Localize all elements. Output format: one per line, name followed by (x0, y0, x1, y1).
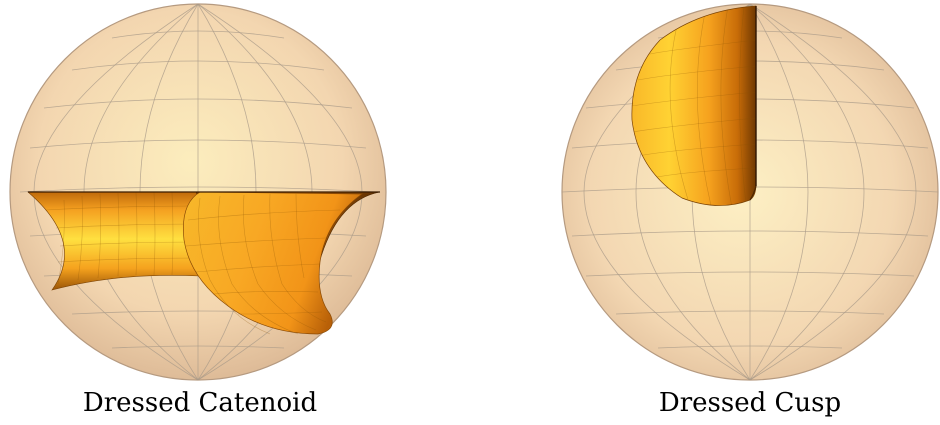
caption-dressed-catenoid: Dressed Catenoid (82, 388, 318, 418)
figure-dressed-cusp: Dressed Cusp (560, 0, 940, 425)
caption-dressed-cusp: Dressed Cusp (658, 388, 842, 418)
cusp-plot (561, 3, 939, 381)
figure-dressed-catenoid: Dressed Catenoid (0, 0, 400, 425)
catenoid-surface (27, 191, 381, 335)
catenoid-plot (9, 3, 387, 381)
cusp-surface (631, 5, 757, 206)
